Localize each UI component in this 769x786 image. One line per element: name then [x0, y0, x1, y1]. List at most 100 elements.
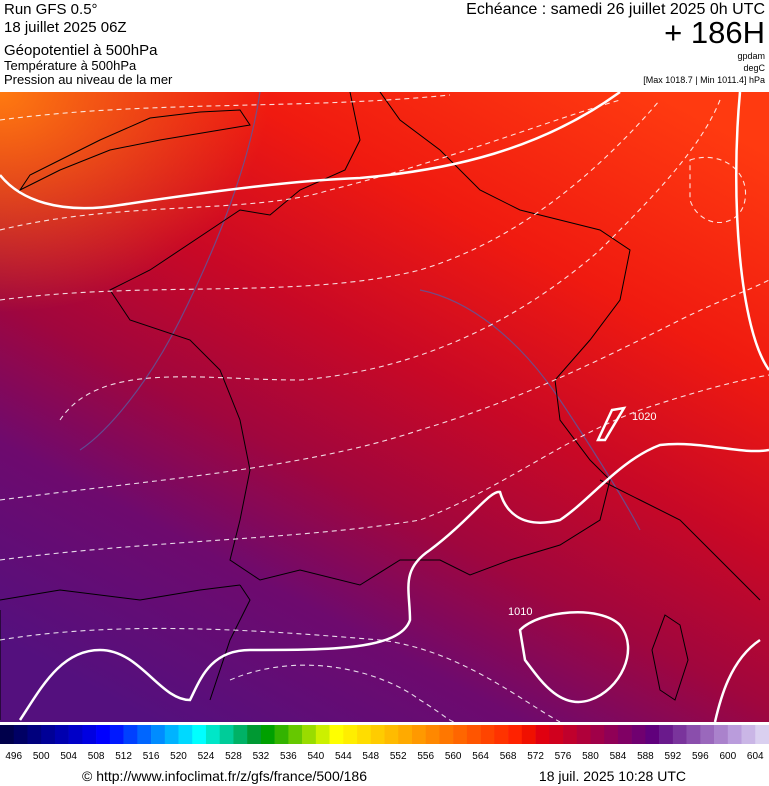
legend-label: 528: [225, 751, 242, 762]
legend-label: 532: [253, 751, 270, 762]
timestamp: 18 juil. 2025 10:28 UTC: [539, 768, 686, 784]
color-swatch: [178, 725, 193, 744]
lead-time: + 186H: [664, 15, 765, 50]
contour: [0, 374, 769, 561]
legend-label: 500: [33, 751, 50, 762]
color-swatch: [233, 725, 248, 744]
contour: [0, 627, 561, 722]
color-swatch: [453, 725, 468, 744]
legend-label: 524: [198, 751, 215, 762]
temperature-line: [419, 289, 641, 531]
field-name: Géopotentiel à 500hPa: [4, 42, 158, 59]
coastline: [18, 109, 251, 192]
color-swatch: [109, 725, 124, 744]
color-swatch: [617, 725, 632, 744]
color-swatch: [494, 725, 509, 744]
color-swatch: [466, 725, 481, 744]
color-swatch: [576, 725, 591, 744]
color-legend: 496 500 504 508 512 516 520 524 528 532 536 540 544 5…: [0, 725, 769, 762]
temperature-line: [79, 92, 261, 451]
color-swatch: [68, 725, 83, 744]
coastline: [599, 479, 761, 601]
legend-label: 548: [362, 751, 379, 762]
run-date: 18 juillet 2025 06Z: [4, 19, 127, 36]
legend-label: 536: [280, 751, 297, 762]
color-swatch: [700, 725, 715, 744]
color-swatch: [549, 725, 564, 744]
validity: Echéance : samedi 26 juillet 2025 0h UTC: [466, 1, 765, 18]
legend-label: 544: [335, 751, 352, 762]
legend-label: 560: [445, 751, 462, 762]
field: [0, 92, 769, 722]
unit: degC: [743, 63, 765, 73]
contour: [0, 94, 451, 121]
legend-label: 516: [143, 751, 160, 762]
isobar: [518, 611, 630, 704]
color-swatch: [741, 725, 756, 744]
color-swatch: [315, 725, 330, 744]
legend-label: 504: [60, 751, 77, 762]
color-swatch: [480, 725, 495, 744]
color-swatch: [686, 725, 701, 744]
legend-label: 568: [500, 751, 517, 762]
isobar-label: 1010: [508, 606, 532, 618]
color-swatch: [0, 725, 15, 744]
color-swatch: [137, 725, 152, 744]
color-swatch: [82, 725, 97, 744]
isobar: [18, 442, 769, 721]
source-url: © http://www.infoclimat.fr/z/gfs/france/…: [82, 768, 367, 784]
map: 1020 1010: [0, 92, 769, 722]
coastline: [109, 92, 631, 586]
color-swatch: [192, 725, 207, 744]
coastline: [651, 614, 689, 701]
isobar: [734, 92, 769, 371]
separator: [0, 722, 769, 724]
color-swatch: [604, 725, 619, 744]
color-swatch: [302, 725, 317, 744]
color-swatch: [590, 725, 605, 744]
color-swatch: [411, 725, 426, 744]
legend-label: 604: [747, 751, 764, 762]
color-swatch: [727, 725, 742, 744]
color-swatch: [274, 725, 289, 744]
color-swatch: [96, 725, 111, 744]
legend-label: 556: [417, 751, 434, 762]
legend-label: 584: [610, 751, 627, 762]
coastline: [0, 584, 251, 720]
legend-label: 580: [582, 751, 599, 762]
color-swatch: [260, 725, 275, 744]
legend-label: 572: [527, 751, 544, 762]
field-name: Température à 500hPa: [4, 58, 137, 73]
color-swatch: [425, 725, 440, 744]
unit: [Max 1018.7 | Min 1011.4] hPa: [643, 75, 765, 85]
isobar: [596, 406, 627, 442]
legend-label: 520: [170, 751, 187, 762]
header: Run GFS 0.5° 18 juillet 2025 06Z Géopote…: [4, 1, 766, 87]
color-swatch: [508, 725, 523, 744]
legend-label: 588: [637, 751, 654, 762]
legend-label: 508: [88, 751, 105, 762]
color-swatch: [41, 725, 56, 744]
color-swatch: [384, 725, 399, 744]
color-swatch: [672, 725, 687, 744]
color-swatch: [219, 725, 234, 744]
contour: [229, 664, 456, 722]
color-swatch: [151, 725, 166, 744]
legend-label: 496: [5, 751, 22, 762]
legend-label: 600: [719, 751, 736, 762]
color-swatch: [535, 725, 550, 744]
color-swatch: [714, 725, 729, 744]
contour: [0, 99, 621, 231]
color-swatch: [370, 725, 385, 744]
contour: [0, 279, 769, 501]
color-swatch: [164, 725, 179, 744]
legend-label: 564: [472, 751, 489, 762]
unit: gpdam: [737, 51, 765, 61]
isobar-label: 1020: [632, 411, 656, 423]
legend-label: 596: [692, 751, 709, 762]
legend-label: 552: [390, 751, 407, 762]
isobar: [0, 92, 621, 210]
legend-label: 512: [115, 751, 132, 762]
isobar: [713, 638, 761, 722]
